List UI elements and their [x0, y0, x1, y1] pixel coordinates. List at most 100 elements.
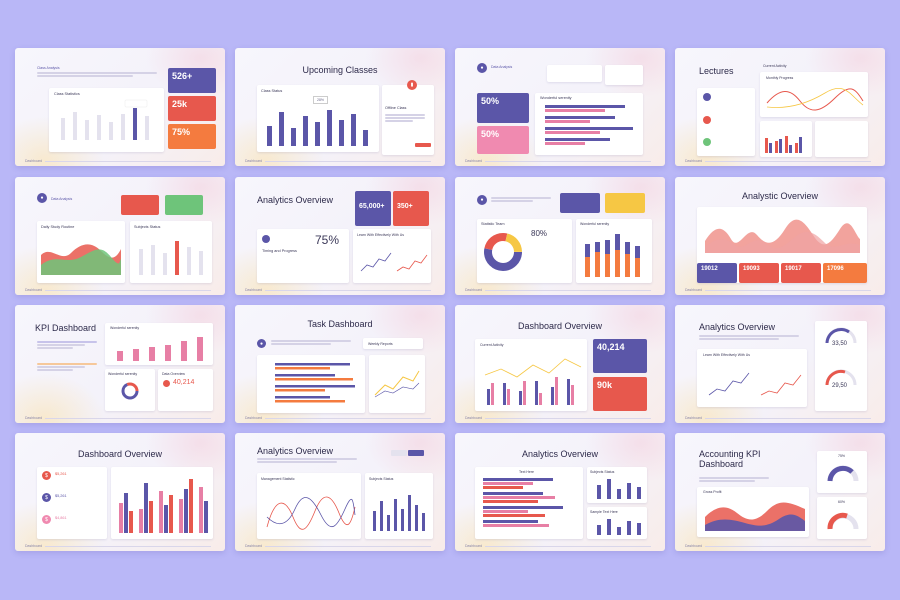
footer-divider: [705, 417, 871, 418]
description-lines: [37, 72, 157, 78]
combo-chart: [484, 358, 582, 405]
subjects-status-card: [130, 221, 212, 283]
footer-divider: [485, 545, 651, 546]
chart1-title: Statistic Team: [481, 222, 505, 226]
slide-15[interactable]: Analytics Overview Text Here Subjects St…: [455, 433, 665, 551]
header-lines: [271, 340, 351, 346]
slide-2[interactable]: Upcoming Classes Class Status 28% ▮ Offl…: [235, 48, 445, 166]
chart1-title: Management Statistic: [261, 477, 295, 481]
footer-label: Dashboard: [685, 544, 703, 548]
slide-6[interactable]: Analytics Overview 65,000+ 350+ 75% Timi…: [235, 177, 445, 295]
toggle-off[interactable]: [391, 450, 407, 456]
area-chart: [705, 219, 860, 253]
bar-chart: [61, 99, 149, 140]
gauge-1-value: 33,50: [832, 341, 848, 347]
value-1: $5,261: [55, 472, 67, 476]
slide-10[interactable]: Task Dashboard ● Weekly Reports Dashboar…: [235, 305, 445, 423]
slide-header: Data Analysis: [491, 65, 513, 69]
footer-label: Dashboard: [25, 544, 43, 548]
slide-3[interactable]: ● Data Analysis 50% 50% Wonderful sereni…: [455, 48, 665, 166]
bar-chart: [373, 495, 425, 531]
slide-4[interactable]: Lectures Current Activity Monthly Progre…: [675, 48, 885, 166]
gauge-1: [827, 465, 859, 482]
footer-divider: [705, 545, 871, 546]
stat-icon: [163, 380, 170, 387]
slide-8[interactable]: Analystic Overview 19012 19093 19017 170…: [675, 177, 885, 295]
footer-label: Dashboard: [465, 159, 483, 163]
toggle-on[interactable]: [408, 450, 424, 456]
chart2-title: Subjects Status: [369, 477, 394, 481]
chart-title: Class Statistics: [54, 92, 80, 96]
slide-12[interactable]: Analytics Overview Learn With Effectivel…: [675, 305, 885, 423]
filter-card: [547, 65, 602, 82]
chart2-title: Wonderful serenity: [580, 222, 610, 226]
slide-1[interactable]: Class Analysis Class Statistics 526+ 25k…: [15, 48, 225, 166]
slide-14[interactable]: Analytics Overview Management Statistic …: [235, 433, 445, 551]
gauge-card-1: [817, 451, 867, 493]
chart1-title: Text Here: [519, 470, 534, 474]
footer-divider: [45, 545, 211, 546]
slide-header: Class Analysis: [37, 66, 60, 70]
stat-card-2: 350+: [393, 191, 429, 226]
stat-card-1: 19012: [697, 263, 737, 283]
footer-label: Dashboard: [685, 159, 703, 163]
slide-5[interactable]: ● Data Analysis Daily Study Routine Subj…: [15, 177, 225, 295]
value-3: $4,861: [55, 516, 67, 520]
footer-label: Dashboard: [245, 544, 263, 548]
footer-divider: [485, 417, 651, 418]
stat-value: 40,214: [173, 379, 195, 386]
slide-header: Data Analysis: [51, 197, 73, 201]
slide-title: Dashboard Overview: [517, 321, 603, 331]
stat-card-1: 526+: [168, 68, 216, 93]
stat-card-2: [165, 195, 203, 215]
chart3-title: Sample Text Here: [590, 510, 618, 514]
slide-16[interactable]: Accounting KPI Dashboard Gross Profit 75…: [675, 433, 885, 551]
slide-11[interactable]: Dashboard Overview Current Activity 40,2…: [455, 305, 665, 423]
footer-label: Dashboard: [25, 416, 43, 420]
data-overview-card: [158, 369, 213, 411]
percent-value: 80%: [531, 229, 548, 238]
chart-title: Current Activity: [480, 343, 504, 347]
footer-label: Dashboard: [465, 416, 483, 420]
slide-9[interactable]: KPI Dashboard Wonderful serenity Wonderf…: [15, 305, 225, 423]
donut-chart: [121, 382, 139, 400]
chart3-title: Data Overview: [162, 372, 185, 376]
footer-divider: [705, 289, 871, 290]
line-chart: [266, 496, 356, 530]
monthly-progress-card: [760, 72, 868, 117]
bar-chart: [117, 337, 203, 361]
footer-divider: [485, 289, 651, 290]
slide-title: Task Dashboard: [307, 319, 373, 329]
gauge-card: [815, 321, 867, 411]
weekly-reports-dropdown[interactable]: [363, 338, 423, 349]
side-title: Offline Class: [385, 106, 407, 110]
chart-title: Monthly Progress: [766, 76, 794, 80]
slide-title: Analytics Overview: [699, 322, 776, 332]
gauge-1-value: 75%: [838, 454, 846, 458]
chart-title: Wonderful serenity: [540, 96, 572, 100]
footer-label: Dashboard: [25, 288, 43, 292]
dollar-icon-1: $: [42, 471, 51, 480]
management-card: [257, 473, 361, 539]
footer-divider: [45, 417, 211, 418]
side-button[interactable]: [415, 143, 431, 147]
serenity-card-2: [105, 369, 155, 411]
footer-divider: [45, 289, 211, 290]
footer-divider: [265, 545, 431, 546]
stat-card-1: 50%: [477, 93, 529, 123]
value-2: $5,261: [55, 494, 67, 498]
stacked-bar-chart: [585, 234, 640, 277]
slide-7[interactable]: ● Statistic Team 80% Wonderful serenity …: [455, 177, 665, 295]
footer-divider: [45, 160, 211, 161]
stat-card-2: [605, 193, 645, 213]
badge: 28%: [313, 96, 329, 105]
header-lines: [491, 197, 551, 203]
chart2-title: Wonderful serenity: [108, 372, 138, 376]
bar-chart: [597, 479, 641, 499]
chart2-title: Subjects Status: [590, 470, 615, 474]
horizontal-bar-chart: [483, 478, 563, 527]
line-chart: [374, 370, 420, 398]
location-icon: [703, 116, 711, 124]
kpi-list-2: [37, 363, 97, 372]
slide-13[interactable]: Dashboard Overview $ $5,261 $ $5,261 $ $…: [15, 433, 225, 551]
